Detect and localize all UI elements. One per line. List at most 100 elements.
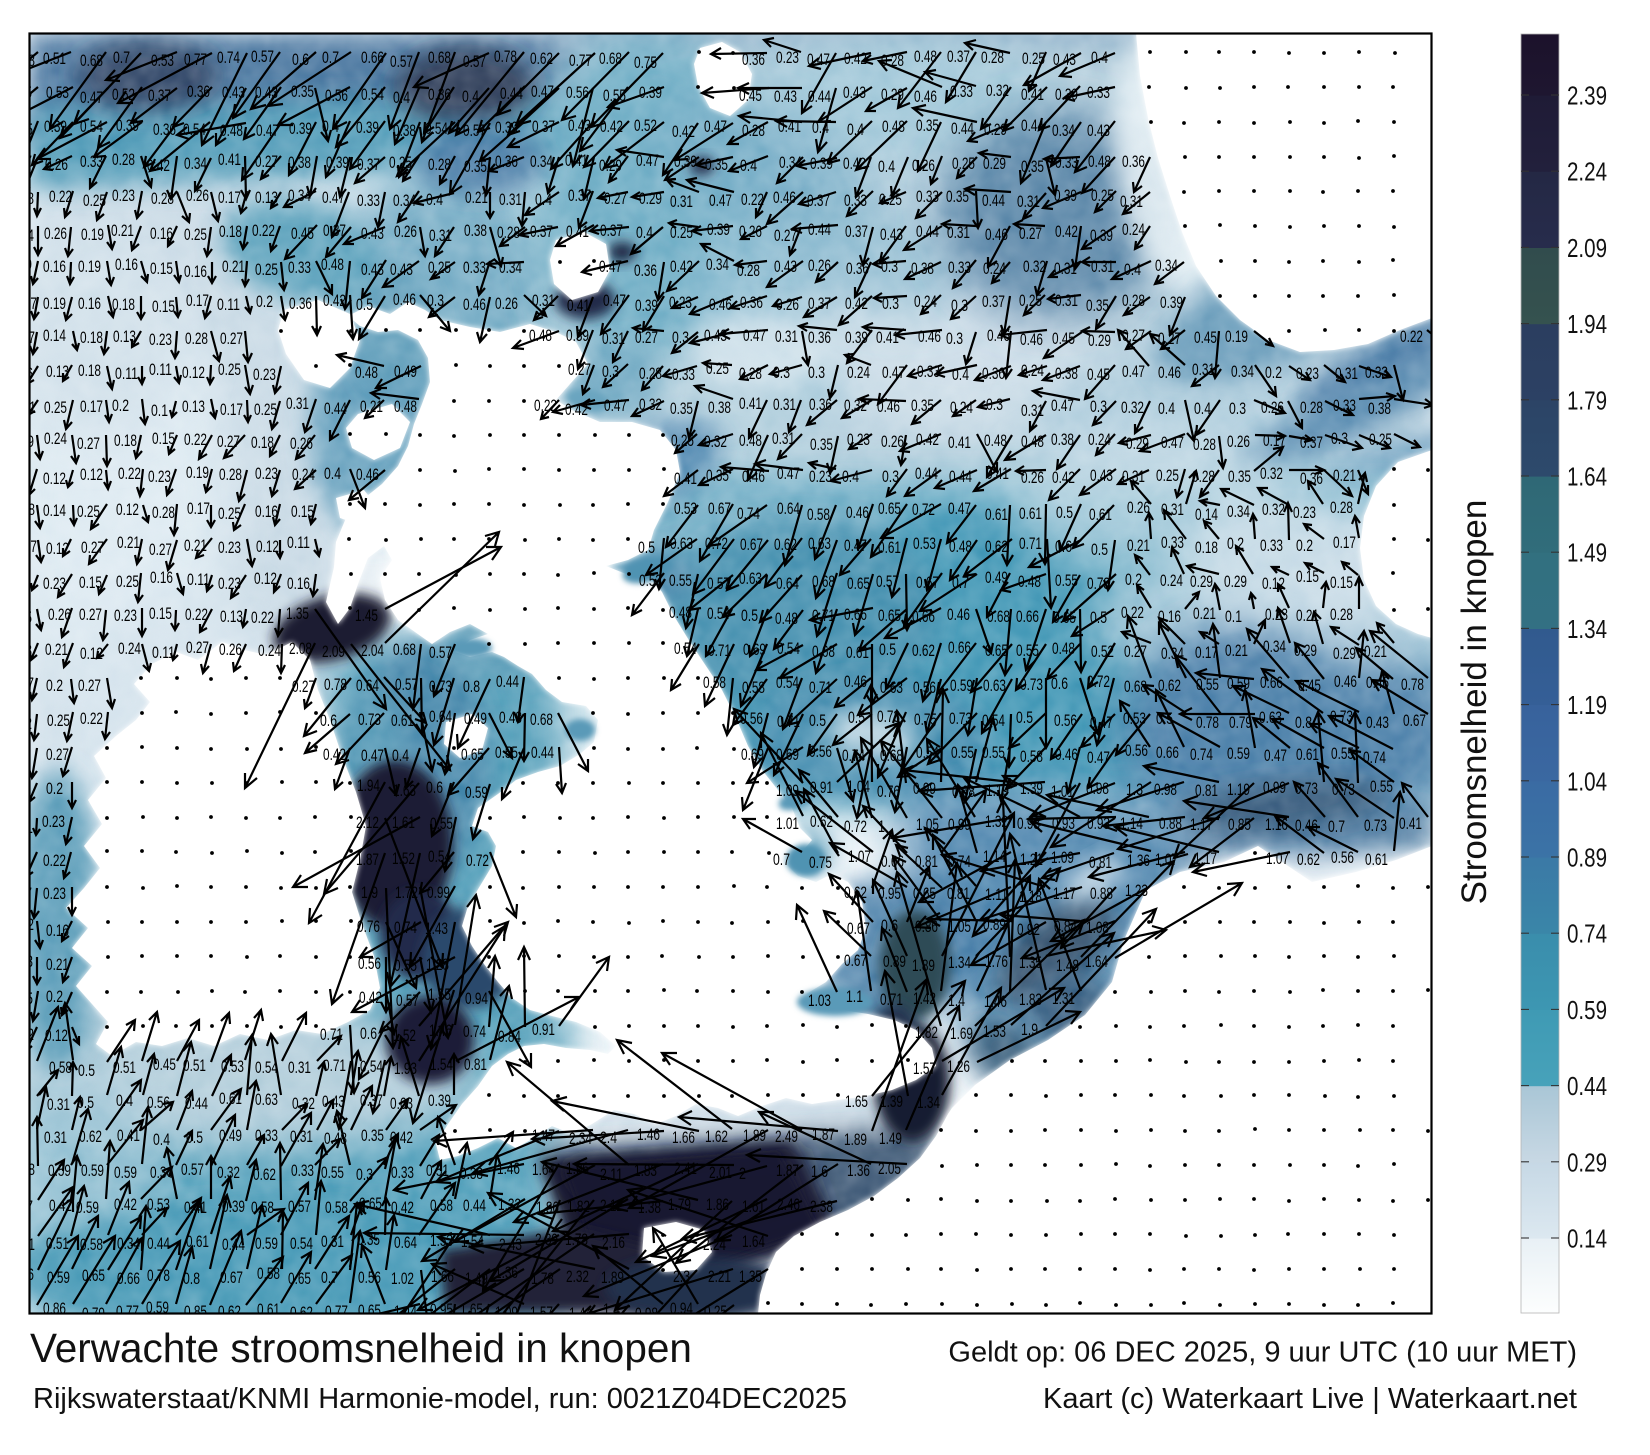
svg-text:0.35: 0.35 bbox=[1228, 468, 1251, 486]
svg-text:0.63: 0.63 bbox=[670, 535, 693, 553]
svg-text:0.64: 0.64 bbox=[429, 708, 452, 726]
svg-text:0.69: 0.69 bbox=[741, 746, 764, 764]
svg-text:0.27: 0.27 bbox=[604, 190, 627, 208]
svg-text:0.98: 0.98 bbox=[1086, 780, 1109, 798]
svg-text:1.35: 1.35 bbox=[739, 1268, 762, 1286]
svg-text:0.62: 0.62 bbox=[1297, 851, 1320, 869]
svg-text:0.35: 0.35 bbox=[464, 158, 487, 176]
svg-text:0.17: 0.17 bbox=[186, 292, 209, 310]
svg-text:0.1: 0.1 bbox=[1225, 608, 1242, 626]
svg-text:0.71: 0.71 bbox=[777, 713, 800, 731]
svg-text:0.37: 0.37 bbox=[807, 192, 830, 210]
svg-text:0.48: 0.48 bbox=[1021, 433, 1044, 451]
svg-text:0.28: 0.28 bbox=[881, 52, 904, 70]
svg-text:0.31: 0.31 bbox=[290, 1128, 313, 1146]
svg-text:0.43: 0.43 bbox=[1090, 467, 1113, 485]
svg-text:0.73: 0.73 bbox=[1295, 780, 1318, 798]
svg-text:1.39: 1.39 bbox=[880, 1093, 903, 1111]
svg-text:0.28: 0.28 bbox=[151, 190, 174, 208]
svg-text:0.48: 0.48 bbox=[1088, 153, 1111, 171]
svg-text:0.28: 0.28 bbox=[497, 224, 520, 242]
svg-text:1.78: 1.78 bbox=[565, 1231, 588, 1249]
svg-text:0.53: 0.53 bbox=[147, 1196, 170, 1214]
svg-text:0.56: 0.56 bbox=[740, 710, 763, 728]
svg-text:1.49: 1.49 bbox=[1567, 538, 1607, 568]
svg-text:1.19: 1.19 bbox=[1567, 690, 1607, 720]
svg-text:0.57: 0.57 bbox=[429, 644, 452, 662]
svg-text:1.64: 1.64 bbox=[1085, 953, 1108, 971]
svg-text:Verwachte stroomsnelheid in kn: Verwachte stroomsnelheid in knopen bbox=[30, 1325, 692, 1371]
svg-text:0.51: 0.51 bbox=[46, 1235, 69, 1253]
svg-text:0.41: 0.41 bbox=[117, 1127, 140, 1145]
svg-text:0.66: 0.66 bbox=[1156, 744, 1179, 762]
svg-text:0.54: 0.54 bbox=[777, 640, 800, 658]
svg-text:0.38: 0.38 bbox=[1051, 431, 1074, 449]
svg-text:0.94: 0.94 bbox=[670, 1300, 693, 1318]
svg-text:0.46: 0.46 bbox=[1158, 364, 1181, 382]
svg-text:0.36: 0.36 bbox=[742, 51, 765, 69]
svg-text:0.35: 0.35 bbox=[911, 397, 934, 415]
svg-text:0.27: 0.27 bbox=[220, 330, 243, 348]
svg-text:0.31: 0.31 bbox=[1021, 402, 1044, 420]
svg-text:0.39: 0.39 bbox=[1055, 86, 1078, 104]
svg-text:0.3: 0.3 bbox=[986, 396, 1003, 414]
svg-text:0.57: 0.57 bbox=[390, 53, 413, 71]
svg-text:0.74: 0.74 bbox=[463, 1023, 486, 1041]
svg-text:0.54: 0.54 bbox=[982, 712, 1005, 730]
svg-text:0.42: 0.42 bbox=[565, 401, 588, 419]
svg-text:0.7: 0.7 bbox=[952, 574, 969, 592]
svg-text:0.31: 0.31 bbox=[1055, 292, 1078, 310]
svg-text:0.11: 0.11 bbox=[149, 361, 172, 379]
svg-text:1.66: 1.66 bbox=[672, 1129, 695, 1147]
svg-text:0.46: 0.46 bbox=[844, 673, 867, 691]
svg-text:0.17: 0.17 bbox=[11, 675, 34, 693]
svg-text:0.18: 0.18 bbox=[12, 501, 35, 519]
svg-text:1.31: 1.31 bbox=[1052, 990, 1075, 1008]
svg-text:0.46: 0.46 bbox=[987, 327, 1010, 345]
svg-text:0.2: 0.2 bbox=[46, 780, 63, 798]
svg-text:0.28: 0.28 bbox=[112, 151, 135, 169]
svg-text:0.35: 0.35 bbox=[1021, 158, 1044, 176]
svg-text:0.27: 0.27 bbox=[77, 435, 100, 453]
svg-text:0.32: 0.32 bbox=[639, 396, 662, 414]
svg-text:0.28: 0.28 bbox=[639, 365, 662, 383]
svg-text:0.26: 0.26 bbox=[45, 156, 68, 174]
svg-text:0.61: 0.61 bbox=[186, 1233, 209, 1251]
svg-text:0.52: 0.52 bbox=[634, 117, 657, 135]
svg-text:0.39: 0.39 bbox=[356, 119, 379, 137]
svg-text:0.94: 0.94 bbox=[465, 990, 488, 1008]
svg-text:0.55: 0.55 bbox=[1196, 676, 1219, 694]
svg-text:0.99: 0.99 bbox=[913, 780, 936, 798]
svg-text:0.68: 0.68 bbox=[812, 573, 835, 591]
svg-text:0.35: 0.35 bbox=[357, 1231, 380, 1249]
svg-text:1.76: 1.76 bbox=[985, 953, 1008, 971]
svg-text:0.2: 0.2 bbox=[46, 988, 63, 1006]
svg-text:0.48: 0.48 bbox=[394, 398, 417, 416]
svg-text:0.48: 0.48 bbox=[669, 604, 692, 622]
svg-text:0.47: 0.47 bbox=[1087, 749, 1110, 767]
svg-text:0.18: 0.18 bbox=[78, 362, 101, 380]
svg-text:0.38: 0.38 bbox=[460, 1165, 483, 1183]
svg-text:0.59: 0.59 bbox=[47, 1269, 70, 1287]
svg-text:0.36: 0.36 bbox=[428, 86, 451, 104]
svg-text:0.31: 0.31 bbox=[1017, 193, 1040, 211]
svg-text:0.27: 0.27 bbox=[292, 678, 315, 696]
svg-text:0.36: 0.36 bbox=[153, 121, 176, 139]
svg-text:0.15: 0.15 bbox=[152, 298, 175, 316]
svg-text:0.33: 0.33 bbox=[357, 192, 380, 210]
svg-text:0.13: 0.13 bbox=[113, 328, 136, 346]
svg-text:0.29: 0.29 bbox=[639, 190, 662, 208]
svg-text:0.48: 0.48 bbox=[324, 1130, 347, 1148]
svg-text:1.46: 1.46 bbox=[429, 1022, 452, 1040]
svg-text:0.3: 0.3 bbox=[1331, 430, 1348, 448]
svg-text:0.31: 0.31 bbox=[772, 430, 795, 448]
svg-text:0.7: 0.7 bbox=[113, 49, 130, 67]
svg-text:1.49: 1.49 bbox=[879, 1130, 902, 1148]
svg-text:1.18: 1.18 bbox=[1019, 888, 1042, 906]
svg-text:0.39: 0.39 bbox=[1054, 187, 1077, 205]
svg-text:0.35: 0.35 bbox=[1086, 297, 1109, 315]
svg-text:1.43: 1.43 bbox=[425, 920, 448, 938]
svg-text:0.37: 0.37 bbox=[530, 223, 553, 241]
svg-text:0.42: 0.42 bbox=[600, 118, 623, 136]
svg-text:1.16: 1.16 bbox=[1265, 816, 1288, 834]
